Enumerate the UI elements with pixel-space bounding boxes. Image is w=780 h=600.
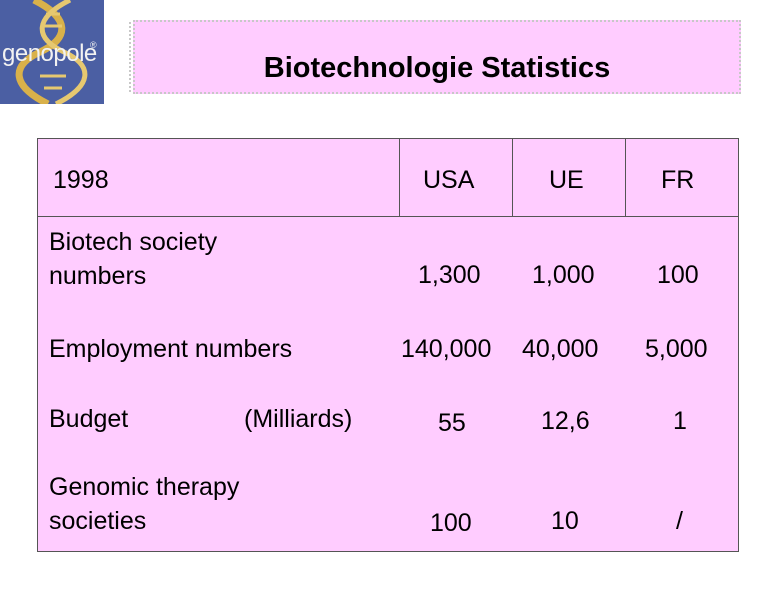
value-cell: 100 bbox=[430, 509, 472, 537]
value-cell: 55 bbox=[438, 409, 466, 437]
statistics-table: 1998 USA UE FR Biotech society numbers 1… bbox=[37, 138, 739, 552]
row-label-budget: Budget bbox=[49, 405, 129, 433]
row-sublabel-milliards: (Milliards) bbox=[244, 405, 353, 433]
header-col-ue: UE bbox=[549, 166, 584, 194]
value-cell: / bbox=[676, 507, 683, 535]
value-cell: 1 bbox=[673, 407, 687, 435]
page-title: Biotechnologie Statistics bbox=[263, 52, 611, 84]
value-cell: 10 bbox=[551, 507, 579, 535]
value-cell: 1,000 bbox=[532, 261, 595, 289]
registered-mark: ® bbox=[90, 40, 97, 50]
row-label-biotech-society: Biotech society numbers bbox=[49, 228, 218, 290]
title-band: Biotechnologie Statistics bbox=[129, 20, 741, 94]
row-label-genomic-therapy: Genomic therapy societies bbox=[49, 473, 240, 535]
logo-text: genopole bbox=[2, 40, 97, 67]
header-divider bbox=[38, 216, 738, 217]
row-label-employment: Employment numbers bbox=[49, 335, 293, 363]
value-cell: 40,000 bbox=[522, 335, 599, 363]
header-col-fr: FR bbox=[661, 166, 695, 194]
value-cell: 140,000 bbox=[401, 335, 492, 363]
column-divider bbox=[512, 139, 513, 216]
column-divider bbox=[625, 139, 626, 216]
column-divider bbox=[399, 139, 400, 216]
dna-helix-icon bbox=[15, 0, 88, 104]
value-cell: 12,6 bbox=[541, 407, 590, 435]
genopole-logo: genopole ® bbox=[0, 0, 104, 104]
header-year: 1998 bbox=[53, 166, 109, 194]
value-cell: 100 bbox=[657, 261, 699, 289]
value-cell: 5,000 bbox=[645, 335, 708, 363]
header-col-usa: USA bbox=[423, 166, 475, 194]
value-cell: 1,300 bbox=[418, 261, 481, 289]
